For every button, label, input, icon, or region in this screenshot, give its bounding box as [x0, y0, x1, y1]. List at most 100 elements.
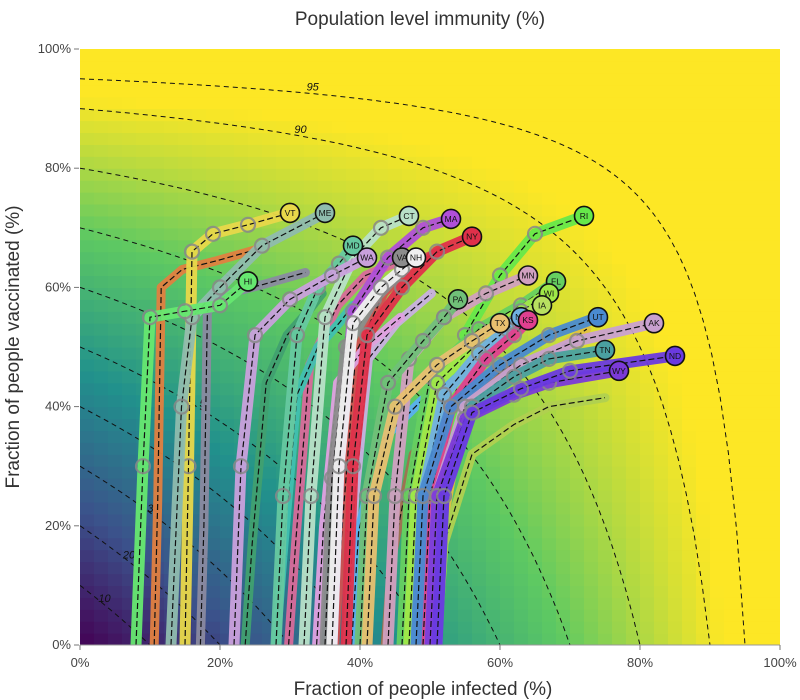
heatmap-cell	[444, 335, 459, 348]
heatmap-cell	[584, 382, 599, 396]
heatmap-cell	[598, 168, 613, 181]
heatmap-cell	[584, 180, 599, 193]
heatmap-cell	[122, 144, 137, 157]
heatmap-cell	[556, 537, 571, 551]
heatmap-cell	[178, 60, 193, 74]
heatmap-cell	[304, 180, 319, 193]
heatmap-cell	[696, 180, 711, 193]
heatmap-cell	[556, 490, 571, 503]
y-tick-label: 60%	[45, 279, 71, 294]
heatmap-cell	[654, 478, 669, 491]
heatmap-cell	[668, 573, 683, 586]
heatmap-cell	[682, 382, 697, 396]
heatmap-cell	[766, 466, 780, 479]
heatmap-cell	[220, 394, 235, 408]
heatmap-cell	[108, 335, 123, 348]
heatmap-cell	[206, 72, 221, 86]
heatmap-cell	[500, 561, 515, 575]
heatmap-cell	[710, 144, 725, 157]
heatmap-cell	[542, 501, 557, 515]
heatmap-cell	[626, 573, 641, 586]
heatmap-cell	[374, 358, 389, 372]
heatmap-cell	[206, 537, 221, 551]
heatmap-cell	[178, 72, 193, 86]
heatmap-cell	[472, 120, 487, 134]
heatmap-cell	[108, 180, 123, 193]
heatmap-cell	[626, 561, 641, 575]
heatmap-cell	[150, 239, 165, 253]
heatmap-cell	[122, 215, 137, 229]
heatmap-cell	[542, 192, 557, 205]
heatmap-cell	[710, 561, 725, 575]
heatmap-cell	[542, 144, 557, 157]
heatmap-cell	[668, 525, 683, 539]
heatmap-cell	[752, 96, 767, 110]
heatmap-cell	[374, 84, 389, 98]
heatmap-cell	[640, 168, 655, 181]
heatmap-cell	[766, 597, 780, 610]
heatmap-cell	[682, 358, 697, 372]
heatmap-cell	[122, 430, 137, 443]
heatmap-cell	[710, 394, 725, 408]
series-point	[211, 297, 229, 314]
heatmap-cell	[584, 168, 599, 181]
heatmap-cell	[570, 430, 585, 443]
heatmap-cell	[612, 287, 627, 300]
heatmap-cell	[108, 549, 123, 563]
heatmap-cell	[388, 108, 403, 122]
heatmap-cell	[304, 120, 319, 134]
heatmap-cell	[738, 156, 753, 169]
heatmap-cell	[528, 120, 543, 134]
heatmap-cell	[290, 120, 305, 134]
heatmap-cell	[80, 466, 95, 479]
heatmap-cell	[682, 60, 697, 74]
heatmap-cell	[612, 192, 627, 205]
heatmap-cell	[528, 108, 543, 122]
heatmap-cell	[500, 239, 515, 253]
heatmap-cell	[94, 203, 109, 217]
heatmap-cell	[458, 49, 473, 62]
heatmap-cell	[136, 275, 151, 288]
heatmap-cell	[108, 60, 123, 74]
heatmap-cell	[486, 49, 501, 62]
heatmap-cell	[430, 72, 445, 86]
heatmap-cell	[248, 132, 263, 145]
heatmap-cell	[528, 513, 543, 527]
heatmap-cell	[724, 108, 739, 122]
heatmap-cell	[360, 72, 375, 86]
heatmap-cell	[206, 168, 221, 181]
heatmap-cell	[668, 311, 683, 324]
heatmap-cell	[458, 215, 473, 229]
heatmap-cell	[276, 132, 291, 145]
heatmap-cell	[486, 84, 501, 98]
heatmap-cell	[668, 156, 683, 169]
heatmap-cell	[472, 466, 487, 479]
heatmap-cell	[248, 180, 263, 193]
heatmap-cell	[164, 370, 179, 384]
heatmap-cell	[626, 430, 641, 443]
heatmap-cell	[570, 418, 585, 432]
heatmap-cell	[738, 418, 753, 432]
heatmap-cell	[710, 537, 725, 551]
heatmap-cell	[626, 394, 641, 408]
heatmap-cell	[248, 60, 263, 74]
series-point	[477, 350, 495, 367]
heatmap-cell	[80, 275, 95, 288]
heatmap-cell	[150, 96, 165, 110]
heatmap-cell	[290, 633, 305, 645]
heatmap-cell	[612, 549, 627, 563]
heatmap-cell	[458, 597, 473, 610]
heatmap-cell	[654, 585, 669, 598]
heatmap-cell	[234, 144, 249, 157]
state-marker	[531, 294, 553, 316]
heatmap-cell	[444, 621, 459, 634]
state-label: IA	[538, 300, 546, 310]
heatmap-cell	[528, 156, 543, 169]
heatmap-cell	[178, 215, 193, 229]
heatmap-cell	[584, 192, 599, 205]
heatmap-cell	[724, 180, 739, 193]
heatmap-cell	[710, 418, 725, 432]
heatmap-cell	[206, 203, 221, 217]
heatmap-cell	[346, 168, 361, 181]
heatmap-cell	[220, 537, 235, 551]
